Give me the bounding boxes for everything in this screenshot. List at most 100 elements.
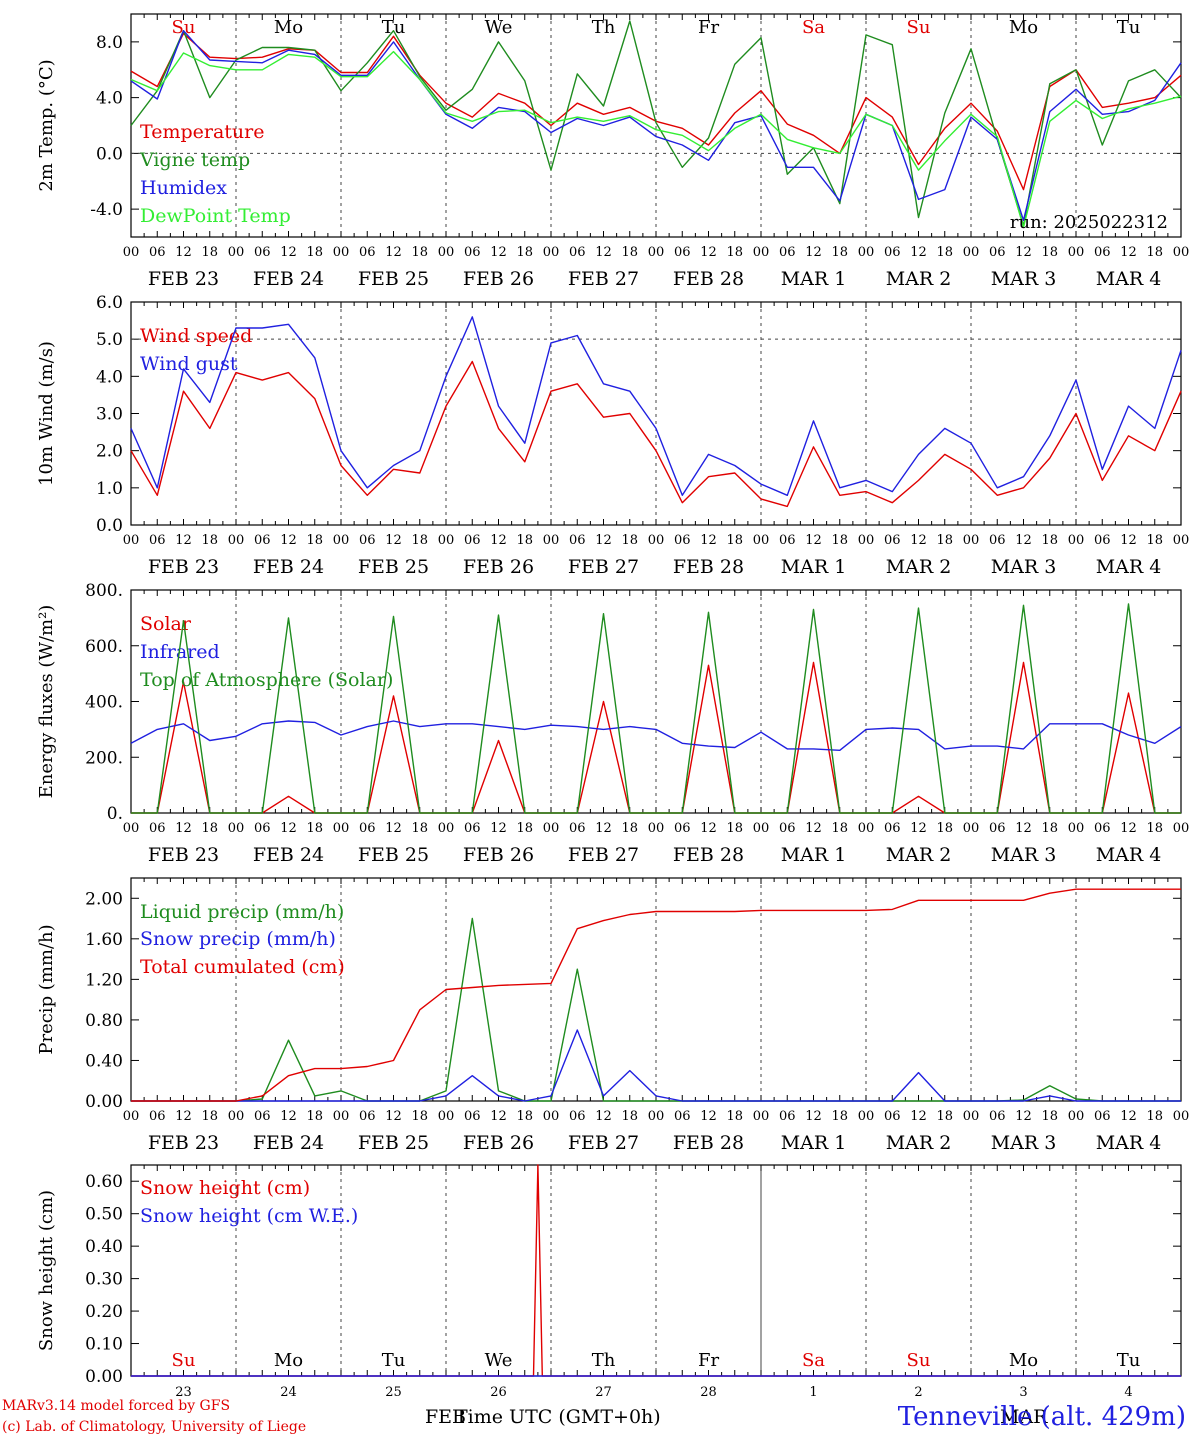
hour-label: 06 [779, 533, 796, 548]
weekday-label: We [485, 1350, 513, 1371]
hour-label: 00 [1173, 1109, 1190, 1124]
y-tick-label: 400. [85, 693, 123, 713]
weekday-label: Mo [274, 17, 303, 38]
date-label: MAR 3 [991, 556, 1057, 578]
panel-4: 0.00 0.40 0.80 1.20 1.60 2.00 Precip (mm/h) Liq… [36, 877, 1190, 1154]
y-tick-label: 200. [85, 748, 123, 768]
hour-label: 00 [1068, 533, 1085, 548]
y-axis-title: Precip (mm/h) [36, 924, 57, 1054]
hour-label: 00 [123, 1109, 140, 1124]
run-label: run: 2025022312 [1010, 212, 1168, 233]
hour-label: 12 [1120, 821, 1137, 836]
date-label: FEB 24 [253, 556, 324, 578]
hour-label: 06 [1094, 245, 1111, 260]
y-tick-label: 0.60 [85, 1172, 123, 1192]
hour-label: 12 [910, 1109, 927, 1124]
hour-label: 06 [149, 533, 166, 548]
hour-label: 12 [385, 533, 402, 548]
date-label: MAR 4 [1096, 268, 1162, 290]
date-label: FEB 25 [358, 556, 429, 578]
weekday-label: Tu [382, 17, 406, 38]
hour-label: 12 [595, 245, 612, 260]
weekday-label: Tu [1117, 1350, 1141, 1371]
hour-label: 06 [989, 1109, 1006, 1124]
legend-entry: Vigne temp [139, 149, 250, 171]
hour-label: 18 [831, 245, 848, 260]
hour-label: 06 [779, 1109, 796, 1124]
hour-label: 00 [543, 245, 560, 260]
x-axis-caption: Time UTC (GMT+0h) [455, 1406, 661, 1428]
y-tick-label: 600. [85, 637, 123, 657]
date-label: FEB 26 [463, 1132, 534, 1154]
date-label: MAR 3 [991, 844, 1057, 866]
hour-label: 12 [280, 1109, 297, 1124]
hour-label: 00 [543, 533, 560, 548]
hour-label: 18 [306, 245, 323, 260]
date-label: FEB 23 [148, 556, 219, 578]
hour-label: 12 [805, 245, 822, 260]
month-label-feb: FEB [425, 1406, 467, 1428]
y-tick-label: 5.0 [96, 330, 123, 350]
hour-label: 06 [674, 245, 691, 260]
legend-entry: Temperature [140, 121, 264, 143]
hour-label: 00 [228, 533, 245, 548]
hour-label: 18 [726, 1109, 743, 1124]
panel-2: 0.0 1.0 2.0 3.0 4.0 5.0 6.0 10m Wind (m/s) Wind … [36, 293, 1189, 578]
y-tick-label: 0. [107, 804, 123, 824]
hour-label: 12 [805, 821, 822, 836]
panel-1: -4.0 0.0 4.0 8.0 2m Temp. (°C) Temperature Vig… [36, 13, 1189, 290]
hour-label: 06 [149, 245, 166, 260]
date-label: MAR 3 [991, 1132, 1057, 1154]
date-label: FEB 27 [568, 268, 639, 290]
date-label: FEB 28 [673, 268, 744, 290]
legend-entry: Wind gust [140, 353, 238, 375]
hour-label: 18 [1146, 821, 1163, 836]
legend-entry: DewPoint Temp [140, 205, 291, 227]
y-tick-label: 800. [85, 581, 123, 601]
date-label: FEB 27 [568, 1132, 639, 1154]
hour-label: 12 [1015, 821, 1032, 836]
hour-label: 06 [254, 245, 271, 260]
hour-label: 18 [411, 533, 428, 548]
hour-label: 00 [438, 1109, 455, 1124]
day-number: 26 [490, 1385, 507, 1400]
hour-label: 12 [805, 1109, 822, 1124]
y-tick-label: 0.50 [85, 1205, 123, 1225]
hour-label: 00 [333, 821, 350, 836]
date-label: MAR 4 [1096, 556, 1162, 578]
y-tick-label: 4.0 [96, 89, 123, 109]
hour-label: 12 [700, 821, 717, 836]
hour-label: 18 [1041, 533, 1058, 548]
hour-label: 06 [884, 533, 901, 548]
y-axis-title: 2m Temp. (°C) [36, 59, 57, 191]
hour-label: 00 [543, 821, 560, 836]
hour-label: 00 [648, 1109, 665, 1124]
y-tick-label: 3.0 [96, 405, 123, 425]
hour-label: 06 [149, 821, 166, 836]
hour-label: 00 [858, 821, 875, 836]
hour-label: 18 [201, 821, 218, 836]
panel-3: 0. 200. 400. 600. 800. Energy fluxes (W/m²) So… [36, 581, 1189, 866]
date-label: FEB 25 [358, 844, 429, 866]
y-tick-label: 0.80 [85, 1011, 123, 1031]
hour-label: 18 [726, 533, 743, 548]
hour-label: 18 [411, 821, 428, 836]
hour-label: 06 [884, 1109, 901, 1124]
hour-label: 00 [648, 245, 665, 260]
date-label: FEB 28 [673, 844, 744, 866]
hour-label: 12 [1120, 533, 1137, 548]
date-label: MAR 1 [781, 556, 847, 578]
hour-label: 06 [254, 1109, 271, 1124]
hour-label: 06 [464, 245, 481, 260]
hour-label: 00 [123, 245, 140, 260]
hour-label: 18 [411, 245, 428, 260]
hour-label: 12 [490, 1109, 507, 1124]
hour-label: 06 [779, 821, 796, 836]
hour-label: 12 [490, 821, 507, 836]
hour-label: 18 [831, 1109, 848, 1124]
hour-label: 12 [490, 533, 507, 548]
day-number: 27 [595, 1385, 612, 1400]
hour-label: 06 [884, 821, 901, 836]
date-label: MAR 4 [1096, 1132, 1162, 1154]
hour-label: 06 [1094, 1109, 1111, 1124]
